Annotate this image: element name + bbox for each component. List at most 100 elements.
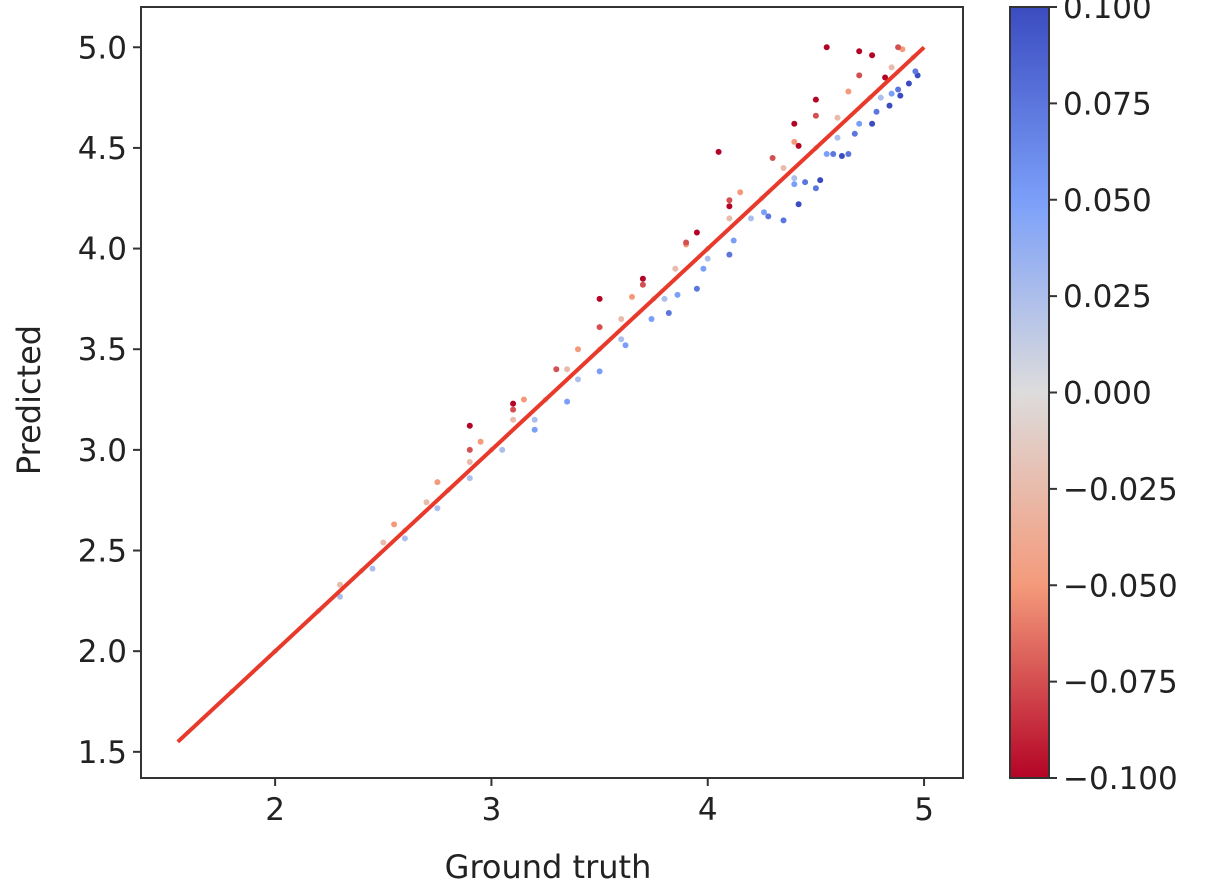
colorbar-tick-label: 0.075 <box>1063 86 1152 122</box>
scatter-point <box>895 86 902 93</box>
colorbar-tick-label: −0.050 <box>1063 568 1178 604</box>
y-tick-label: 3.5 <box>78 332 127 368</box>
scatter-point <box>629 293 635 300</box>
scatter-point <box>845 151 852 157</box>
scatter-point <box>856 48 863 55</box>
scatter-point <box>639 281 646 288</box>
scatter-point <box>434 479 441 486</box>
scatter-point <box>639 275 646 282</box>
scatter-point <box>912 68 919 75</box>
y-tick-label: 2.5 <box>78 534 127 570</box>
scatter-point <box>737 189 744 196</box>
reference-line <box>176 45 926 744</box>
scatter-point <box>888 90 895 97</box>
scatter-point <box>510 400 517 407</box>
scatter-point <box>683 239 690 246</box>
scatter-point <box>674 291 681 298</box>
scatter-point <box>869 120 876 127</box>
colorbar-ticks: 0.100 0.075 0.050 0.025 0.000 −0.025 −0.050 −0.… <box>1049 0 1178 797</box>
scatter-point <box>531 426 538 433</box>
scatter-point <box>700 265 707 272</box>
colorbar-tick-label: 0.050 <box>1063 183 1152 219</box>
scatter-point <box>672 265 679 272</box>
scatter-point <box>369 565 376 572</box>
scatter-point <box>834 114 841 121</box>
scatter-point <box>851 130 858 137</box>
scatter-point <box>564 366 571 373</box>
scatter-point <box>791 120 798 127</box>
scatter-point <box>553 366 560 373</box>
scatter-point <box>337 593 343 600</box>
scatter-point <box>618 336 625 343</box>
scatter-point <box>761 209 767 216</box>
scatter-point <box>575 346 581 353</box>
scatter-point <box>391 521 398 528</box>
scatter-point <box>873 108 880 115</box>
scatter-point <box>823 151 830 157</box>
plot-frame <box>140 6 964 779</box>
scatter-point <box>531 416 538 423</box>
y-tick-label: 3.0 <box>78 433 127 469</box>
scatter-point <box>499 446 506 453</box>
scatter-point <box>817 177 824 184</box>
scatter-point <box>423 499 430 506</box>
x-tick-label: 4 <box>698 792 718 828</box>
scatter-point <box>791 175 798 182</box>
scatter-point <box>665 310 672 316</box>
y-axis-label: Predicted <box>10 325 48 475</box>
scatter-point <box>466 446 473 453</box>
scatter-point <box>520 396 527 403</box>
scatter-point <box>802 179 809 186</box>
scatter-point <box>905 80 912 87</box>
colorbar-tick-label: −0.100 <box>1063 761 1178 797</box>
scatter-point <box>704 255 711 262</box>
scatter-point <box>830 151 837 157</box>
x-tick-label: 5 <box>914 792 934 828</box>
y-tick-label: 4.0 <box>78 232 127 268</box>
y-axis: 1.5 2.0 2.5 3.0 3.5 4.0 4.5 5.0 <box>78 30 141 771</box>
y-tick-label: 4.5 <box>78 131 127 167</box>
scatter-point <box>869 52 876 59</box>
y-tick-label: 5.0 <box>78 30 127 66</box>
y-tick-label: 2.0 <box>78 634 127 670</box>
scatter-point <box>693 229 700 236</box>
y-tick-label: 1.5 <box>78 735 127 771</box>
scatter-point <box>888 64 895 71</box>
colorbar-tick-label: −0.025 <box>1063 472 1178 508</box>
scatter-point <box>791 181 798 188</box>
x-axis: 2 3 4 5 <box>265 778 934 828</box>
scatter-point <box>834 134 841 141</box>
scatter-point <box>466 475 473 482</box>
scatter-point <box>618 316 625 322</box>
scatter-point <box>596 324 603 331</box>
scatter-point <box>886 102 893 109</box>
scatter-point <box>401 535 408 542</box>
scatter-point <box>769 155 776 161</box>
scatter-point <box>856 72 863 79</box>
scatter-point <box>823 44 830 51</box>
scatter-point <box>596 368 603 375</box>
scatter-point <box>730 237 737 244</box>
scatter-point <box>726 251 733 258</box>
scatter-point <box>780 217 787 224</box>
scatter-point <box>434 505 441 512</box>
scatter-point <box>477 438 484 445</box>
scatter-point <box>748 215 754 222</box>
scatter-point <box>845 88 852 95</box>
scatter-points <box>228 44 921 695</box>
scatter-point <box>510 406 517 413</box>
scatter-point <box>812 96 819 103</box>
scatter-point <box>596 295 603 302</box>
scatter-point <box>466 459 473 465</box>
colorbar-tick-label: 0.000 <box>1063 376 1152 412</box>
scatter-point <box>726 215 733 222</box>
scatter-point <box>380 539 387 546</box>
scatter-point <box>726 197 733 204</box>
scatter-point <box>765 213 772 220</box>
scatter-point <box>895 44 902 51</box>
colorbar-tick-label: 0.025 <box>1063 279 1152 315</box>
scatter-point <box>856 120 863 127</box>
scatter-point <box>564 398 571 405</box>
